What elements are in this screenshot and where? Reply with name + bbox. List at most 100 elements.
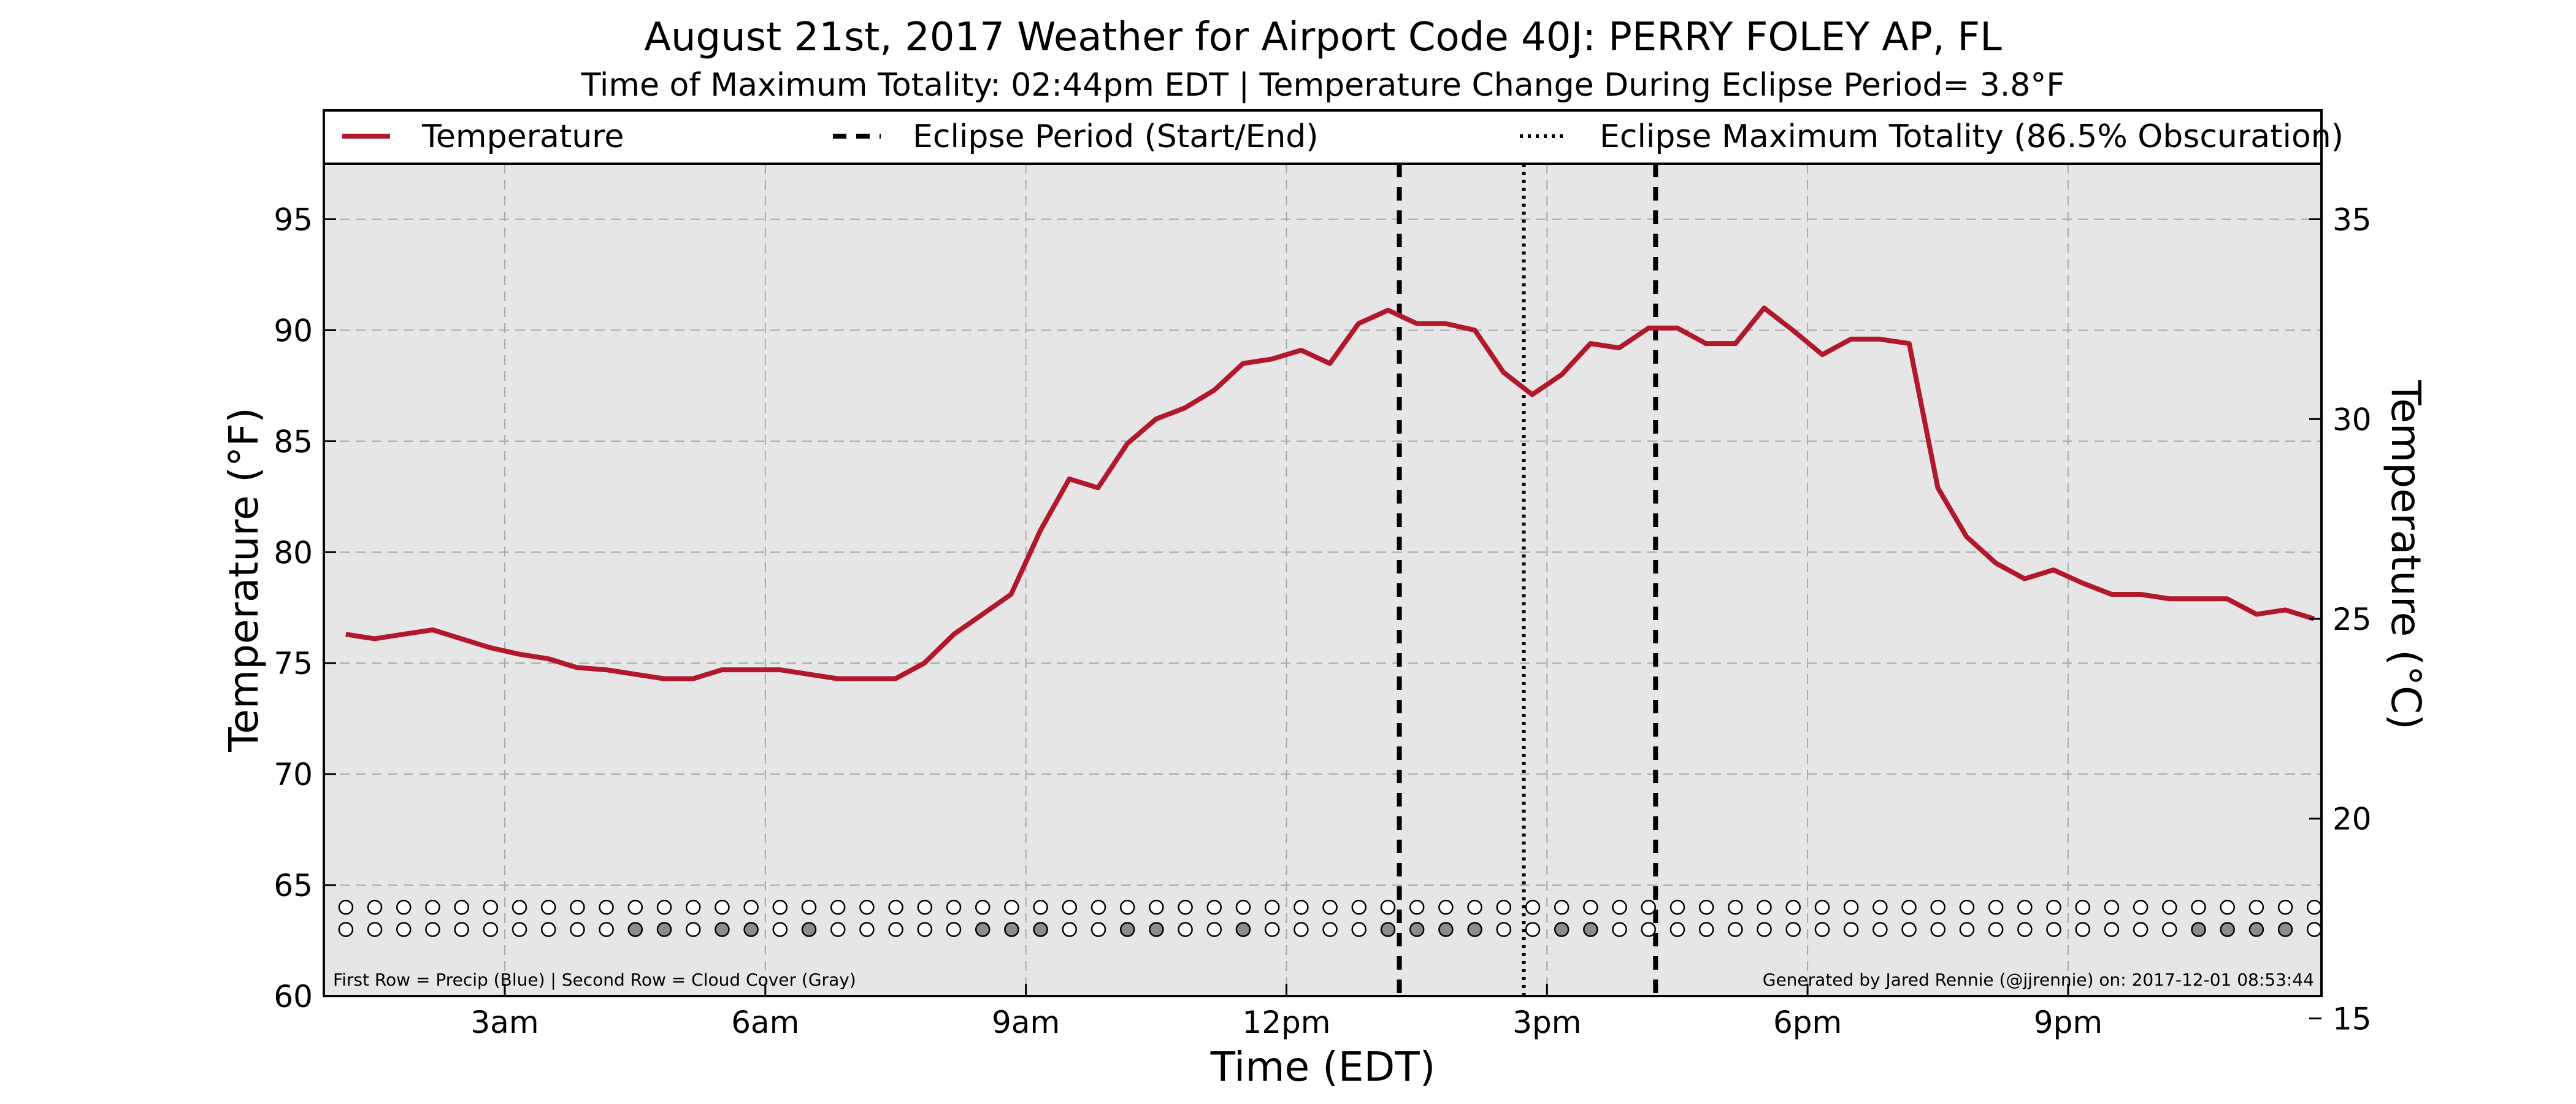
cloud-cover-marker: [396, 922, 412, 937]
precip-marker: [1380, 900, 1396, 915]
precip-marker: [1149, 900, 1164, 915]
precip-marker: [888, 900, 903, 915]
cloud-cover-marker: [1554, 922, 1570, 937]
cloud-cover-marker: [2220, 922, 2235, 937]
x-tick-label: 9am: [992, 1005, 1060, 1040]
x-tick-label: 3pm: [1512, 1005, 1581, 1040]
precip-marker: [1641, 900, 1656, 915]
precip-marker: [1785, 900, 1801, 915]
cloud-cover-marker: [859, 922, 875, 937]
precip-marker: [2248, 900, 2264, 915]
y2-tick-label: 35: [2333, 202, 2372, 238]
precip-marker: [2220, 900, 2235, 915]
cloud-cover-marker: [1583, 922, 1598, 937]
cloud-cover-marker: [656, 922, 672, 937]
precip-marker: [1235, 900, 1251, 915]
precip-marker: [1757, 900, 1772, 915]
cloud-cover-marker: [2277, 922, 2293, 937]
cloud-cover-marker: [1873, 922, 1888, 937]
precip-marker: [1438, 900, 1454, 915]
weather-indicator-rows: [338, 900, 2322, 937]
cloud-cover-marker: [1959, 922, 1975, 937]
precip-marker: [2133, 900, 2149, 915]
cloud-cover-marker: [1351, 922, 1367, 937]
x-tick-label: 6pm: [1773, 1005, 1842, 1040]
cloud-cover-marker: [1669, 922, 1685, 937]
temperature-line: [345, 305, 2315, 681]
y2-axis-label: Temperature (°C): [2382, 380, 2429, 730]
precip-marker: [483, 900, 499, 915]
cloud-cover-marker: [1004, 922, 1019, 937]
precip-marker: [656, 900, 672, 915]
precip-marker: [1091, 900, 1106, 915]
cloud-cover-marker: [512, 922, 527, 937]
cloud-cover-marker: [888, 922, 903, 937]
cloud-cover-marker: [1322, 922, 1338, 937]
precip-marker: [1206, 900, 1222, 915]
precip-marker: [570, 900, 585, 915]
cloud-cover-marker: [1033, 922, 1048, 937]
precip-marker: [2307, 900, 2322, 915]
precip-marker: [338, 900, 354, 915]
cloud-cover-marker: [454, 922, 469, 937]
precip-marker: [599, 900, 614, 915]
legend: Temperature Eclipse Period (Start/End) E…: [342, 118, 2344, 155]
y2-tick-label: 30: [2333, 402, 2372, 437]
precip-marker: [540, 900, 556, 915]
precip-marker: [830, 900, 846, 915]
cloud-cover-marker: [2075, 922, 2090, 937]
cloud-cover-marker: [367, 922, 383, 937]
temperature-series: [345, 305, 2315, 681]
precip-marker: [1351, 900, 1367, 915]
precip-marker: [1062, 900, 1078, 915]
precip-marker: [1959, 900, 1975, 915]
precip-marker: [2162, 900, 2177, 915]
precip-marker: [1843, 900, 1859, 915]
y-tick-label: 85: [274, 424, 313, 459]
cloud-cover-marker: [2191, 922, 2206, 937]
y-tick-label: 70: [274, 757, 313, 792]
plot-area: [324, 164, 2321, 996]
cloud-cover-marker: [715, 922, 730, 937]
cloud-cover-marker: [2133, 922, 2149, 937]
precip-marker: [1901, 900, 1917, 915]
cloud-cover-marker: [1062, 922, 1078, 937]
x-axis-label: Time (EDT): [1210, 1043, 1436, 1091]
precip-marker: [1264, 900, 1280, 915]
cloud-cover-marker: [1843, 922, 1859, 937]
cloud-cover-marker: [1178, 922, 1193, 937]
precip-marker: [396, 900, 412, 915]
x-tick-label: 9pm: [2034, 1005, 2103, 1040]
cloud-cover-marker: [917, 922, 933, 937]
precip-marker: [1612, 900, 1627, 915]
cloud-cover-marker: [1757, 922, 1772, 937]
cloud-cover-marker: [2046, 922, 2061, 937]
cloud-cover-marker: [1119, 922, 1135, 937]
precip-marker: [512, 900, 527, 915]
cloud-cover-marker: [685, 922, 701, 937]
cloud-cover-marker: [2307, 922, 2322, 937]
y-tick-label: 90: [274, 313, 313, 348]
y-axis-ticks: 60 65 70 75 80 85 90 95: [274, 202, 336, 1014]
cloud-cover-marker: [570, 922, 585, 937]
cloud-cover-marker: [1988, 922, 2004, 937]
precip-marker: [801, 900, 817, 915]
cloud-cover-marker: [1438, 922, 1454, 937]
y2-tick-label: 15: [2333, 1001, 2372, 1037]
chart-title: August 21st, 2017 Weather for Airport Co…: [644, 15, 2002, 60]
cloud-cover-marker: [1294, 922, 1309, 937]
legend-eclipse-period-label: Eclipse Period (Start/End): [913, 118, 1319, 155]
cloud-cover-marker: [1467, 922, 1482, 937]
cloud-cover-marker: [1930, 922, 1945, 937]
precip-marker: [1119, 900, 1135, 915]
precip-marker: [1322, 900, 1338, 915]
y-tick-label: 75: [274, 646, 313, 681]
precip-marker: [1988, 900, 2004, 915]
precip-marker: [743, 900, 759, 915]
cloud-cover-marker: [338, 922, 354, 937]
cloud-cover-marker: [627, 922, 643, 937]
cloud-cover-marker: [1814, 922, 1830, 937]
precip-marker: [2277, 900, 2293, 915]
cloud-cover-marker: [2017, 922, 2033, 937]
